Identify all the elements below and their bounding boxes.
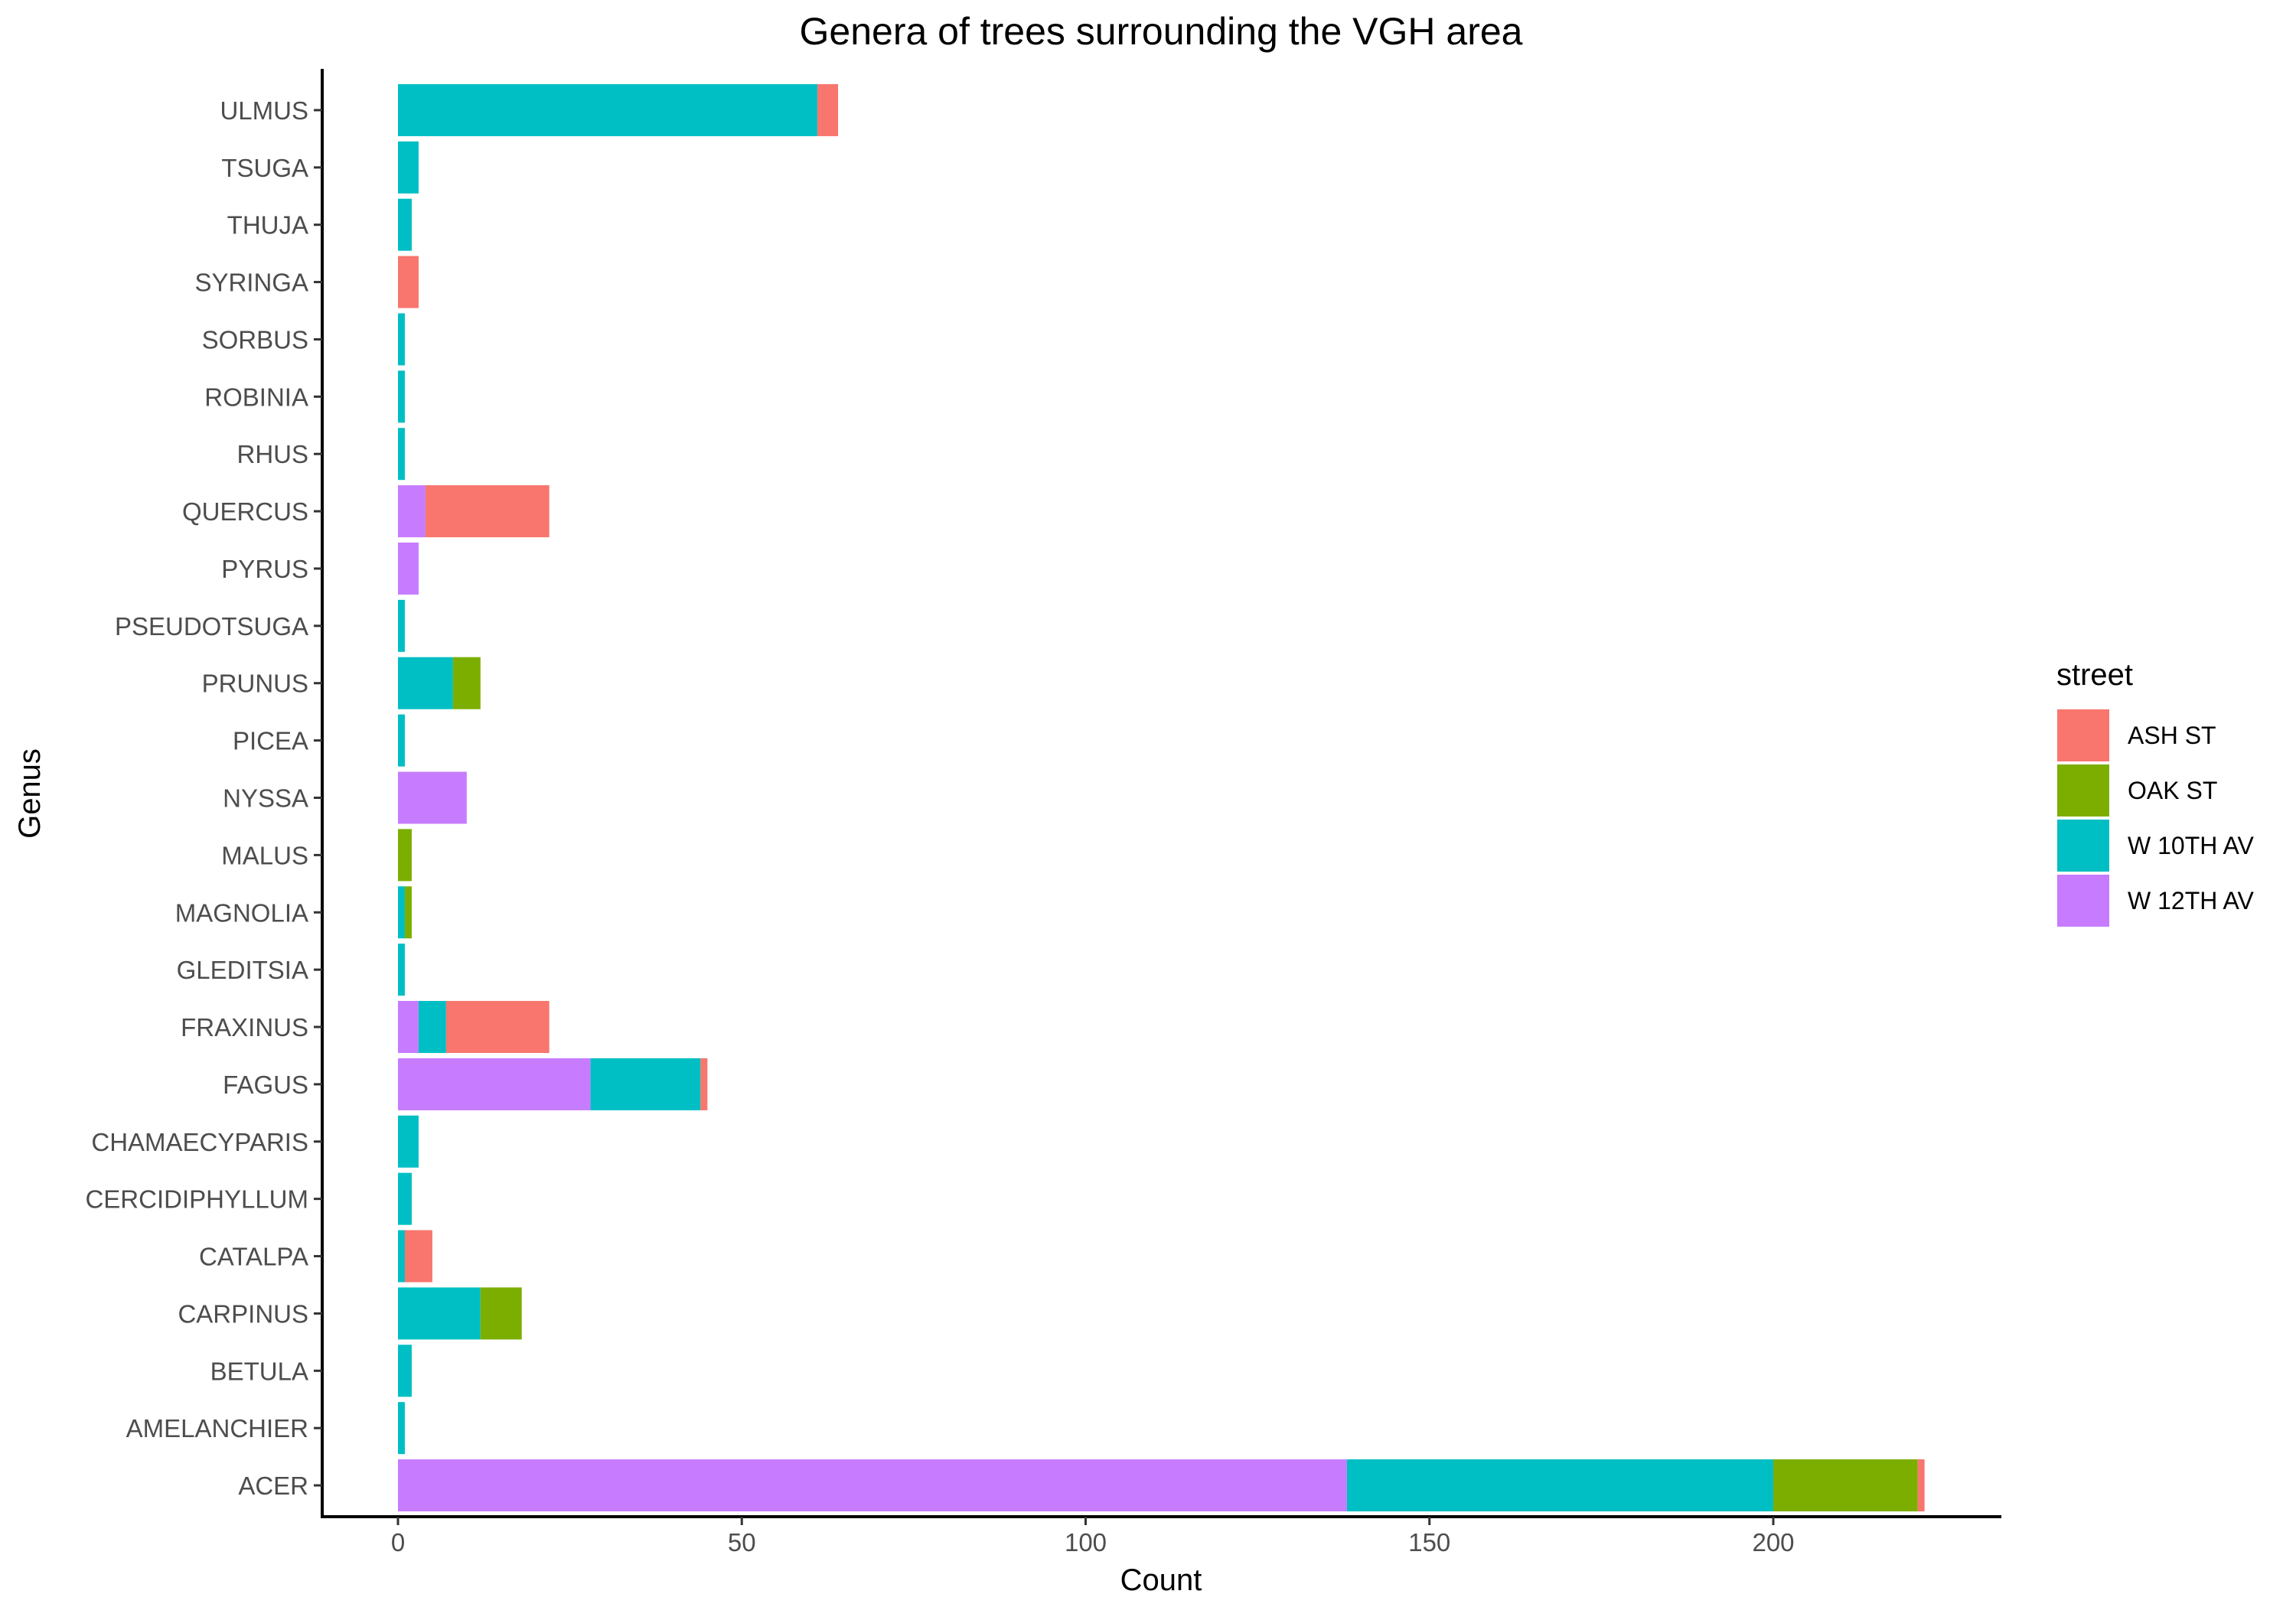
bar-fagus-w-12th-av [398,1058,591,1110]
bar-acer-w-12th-av [398,1459,1347,1512]
legend-key-w-12th-av [2057,875,2109,927]
bar-fraxinus-w-10th-av [418,1001,446,1054]
bar-malus-oak-st [398,829,412,882]
y-tick-label: RHUS [236,440,308,468]
y-tick-label: FRAXINUS [181,1013,308,1041]
legend-key-oak-st [2057,764,2109,817]
bar-cercidiphyllum-w-10th-av [398,1172,412,1225]
y-tick-label: PICEA [233,727,308,755]
bar-pseudotsuga-w-10th-av [398,599,405,652]
y-tick-label: SORBUS [202,325,308,354]
bar-magnolia-oak-st [404,886,412,939]
bar-acer-ash-st [1917,1459,1925,1512]
bar-fraxinus-w-12th-av [398,1001,419,1054]
legend-label: OAK ST [2128,777,2217,804]
bar-prunus-w-10th-av [398,657,453,709]
bar-magnolia-w-10th-av [398,886,405,939]
bar-carpinus-oak-st [480,1287,522,1340]
bar-thuja-w-10th-av [398,198,412,251]
y-tick-label: BETULA [210,1357,308,1385]
plot-area [398,83,1925,1512]
bar-quercus-ash-st [425,485,550,538]
bar-sorbus-w-10th-av [398,313,405,366]
bar-quercus-w-12th-av [398,485,426,538]
bar-fagus-w-10th-av [590,1058,701,1110]
bar-amelanchier-w-10th-av [398,1402,405,1455]
bar-catalpa-ash-st [404,1230,432,1283]
bar-acer-w-10th-av [1346,1459,1773,1512]
y-axis-title: Genus [13,748,47,839]
y-tick-label: NYSSA [223,784,308,813]
bar-prunus-oak-st [452,657,481,709]
bar-robinia-w-10th-av [398,370,405,423]
x-tick-label: 0 [391,1528,405,1556]
y-tick-label: ACER [238,1472,308,1500]
bar-gleditsia-w-10th-av [398,944,405,996]
y-tick-label: CERCIDIPHYLLUM [85,1185,308,1214]
bar-syringa-ash-st [398,256,419,308]
x-axis-ticks: 0 50 100 150 200 [391,1517,1795,1556]
y-axis-ticks: ACER AMELANCHIER BETULA CARPINUS CATALPA CERC… [85,96,322,1500]
y-tick-label: CATALPA [199,1243,308,1271]
x-tick-label: 200 [1752,1528,1794,1556]
legend-key-ash-st [2057,709,2109,761]
bar-picea-w-10th-av [398,714,405,767]
legend-title: street [2056,658,2133,692]
y-tick-label: THUJA [227,211,308,240]
y-tick-label: CARPINUS [178,1299,308,1328]
y-tick-label: FAGUS [223,1071,308,1099]
y-tick-label: AMELANCHIER [126,1414,308,1442]
x-tick-label: 50 [728,1528,756,1556]
legend-label: W 10TH AV [2128,832,2254,859]
y-tick-label: ROBINIA [204,383,308,411]
y-tick-label: GLEDITSIA [177,956,308,984]
bar-carpinus-w-10th-av [398,1287,481,1340]
bar-fraxinus-ash-st [445,1001,550,1054]
bar-pyrus-w-12th-av [398,542,419,595]
x-tick-label: 100 [1065,1528,1107,1556]
bar-tsuga-w-10th-av [398,141,419,194]
bar-nyssa-w-12th-av [398,771,467,824]
bar-acer-oak-st [1773,1459,1918,1512]
y-tick-label: SYRINGA [194,269,308,297]
bars-group [398,83,1925,1512]
y-tick-label: MALUS [221,841,308,869]
bar-chamaecyparis-w-10th-av [398,1115,419,1168]
legend: street ASH ST OAK ST W 10TH AV W 12TH AV [2056,658,2254,927]
y-tick-label: PSEUDOTSUGA [115,612,308,641]
y-tick-label: ULMUS [220,96,308,125]
legend-key-w-10th-av [2057,820,2109,872]
bar-rhus-w-10th-av [398,428,405,481]
y-tick-label: TSUGA [221,154,308,182]
y-tick-label: MAGNOLIA [175,898,308,927]
x-tick-label: 150 [1408,1528,1450,1556]
chart-title: Genera of trees surrounding the VGH area [800,10,1523,53]
bar-betula-w-10th-av [398,1345,412,1397]
x-axis-title: Count [1120,1563,1202,1597]
legend-label: ASH ST [2128,722,2216,749]
legend-label: W 12TH AV [2128,887,2254,914]
bar-catalpa-w-10th-av [398,1230,405,1283]
bar-fagus-ash-st [700,1058,708,1110]
bar-ulmus-w-10th-av [398,83,818,136]
y-tick-label: CHAMAECYPARIS [91,1128,308,1156]
y-tick-label: QUERCUS [182,497,308,526]
y-tick-label: PRUNUS [202,670,308,698]
bar-ulmus-ash-st [817,83,839,136]
y-tick-label: PYRUS [221,555,308,583]
